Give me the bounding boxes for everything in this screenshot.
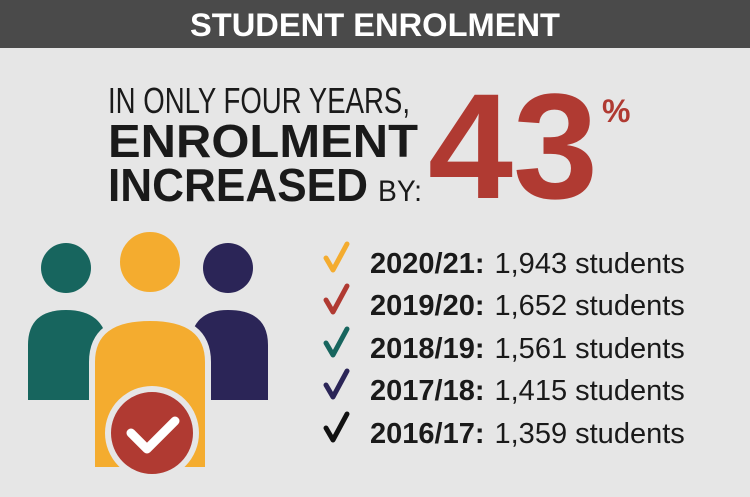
count: 1,652 students <box>495 290 685 322</box>
check-icon <box>323 283 350 315</box>
list-item: 2020/21: 1,943 students <box>370 248 685 280</box>
person-head <box>116 228 184 296</box>
count: 1,943 students <box>495 248 685 280</box>
year: 2020/21: <box>370 248 485 280</box>
check-icon <box>323 326 350 358</box>
headline-line: INCREASED <box>108 159 368 211</box>
count: 1,415 students <box>495 375 685 407</box>
headline-unit: % <box>602 93 630 129</box>
year: 2018/19: <box>370 333 485 365</box>
headline-line: IN ONLY FOUR YEARS, <box>108 80 410 121</box>
check-icon <box>323 368 350 400</box>
header-bar <box>0 0 750 48</box>
headline-line: ENROLMENT <box>108 115 418 167</box>
year: 2019/20: <box>370 290 485 322</box>
list-item: 2016/17: 1,359 students <box>370 418 685 450</box>
count: 1,561 students <box>495 333 685 365</box>
check-icon <box>323 411 350 443</box>
person-body <box>28 310 108 400</box>
list-item: 2017/18: 1,415 students <box>370 375 685 407</box>
header-title: STUDENT ENROLMENT <box>190 7 560 43</box>
list-item: 2019/20: 1,652 students <box>370 290 685 322</box>
headline-by: BY: <box>378 175 422 208</box>
list-item: 2018/19: 1,561 students <box>370 333 685 365</box>
check-badge-mark <box>126 416 180 454</box>
year-list: 2020/21: 1,943 students 2019/20: 1,652 stu… <box>323 241 685 450</box>
person-head <box>203 243 253 293</box>
year: 2017/18: <box>370 375 485 407</box>
check-badge <box>105 386 199 480</box>
year: 2016/17: <box>370 418 485 450</box>
check-icon <box>323 241 350 273</box>
person-head <box>41 243 91 293</box>
people-icon <box>28 228 268 480</box>
headline-figure: 43 <box>428 62 598 230</box>
count: 1,359 students <box>495 418 685 450</box>
